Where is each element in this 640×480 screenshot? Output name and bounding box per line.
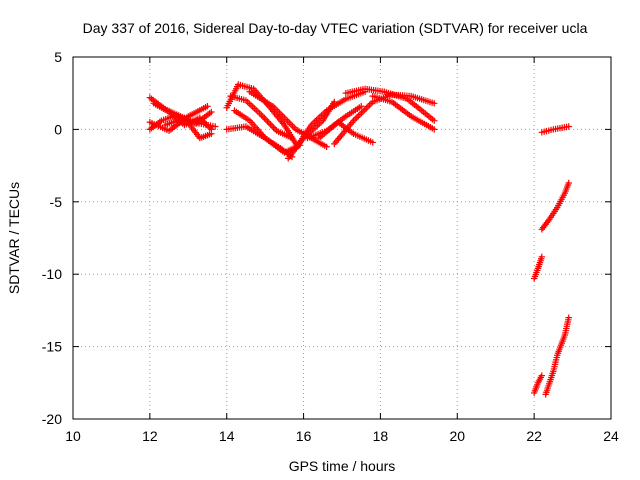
- axis-ticks: [73, 57, 611, 419]
- data-point: [355, 113, 361, 119]
- data-point: [362, 107, 368, 113]
- data-point: [267, 121, 273, 127]
- series-track-9: [231, 107, 303, 155]
- data-point: [357, 111, 363, 117]
- series-track-10: [247, 89, 330, 150]
- data-point: [264, 118, 270, 124]
- data-point: [365, 103, 371, 109]
- y-tick-label: -20: [42, 411, 62, 427]
- series-track-19: [539, 180, 572, 233]
- x-tick-labels: 10 12 14 16 18 20 22 24: [65, 428, 619, 444]
- y-tick-label: 0: [54, 121, 62, 137]
- data-point: [266, 120, 272, 126]
- data-point: [260, 113, 266, 119]
- data-point: [261, 115, 267, 121]
- y-tick-labels: 5 0 -5 -10 -15 -20: [42, 49, 62, 427]
- data-point: [354, 114, 360, 120]
- x-tick-label: 10: [65, 428, 81, 444]
- y-tick-label: -10: [42, 266, 62, 282]
- series-track-20: [531, 254, 545, 282]
- chart-title: Day 337 of 2016, Sidereal Day-to-day VTE…: [83, 20, 588, 36]
- x-tick-label: 12: [142, 428, 158, 444]
- series-track-21: [542, 314, 571, 397]
- series-track-22: [531, 372, 545, 396]
- data-point: [269, 123, 275, 129]
- y-tick-label: 5: [54, 49, 62, 65]
- x-tick-label: 18: [373, 428, 389, 444]
- chart-svg: Day 337 of 2016, Sidereal Day-to-day VTE…: [0, 0, 640, 480]
- series-track-18: [539, 123, 572, 135]
- x-axis-label: GPS time / hours: [289, 458, 396, 474]
- data-points: [147, 81, 572, 397]
- x-tick-label: 16: [296, 428, 312, 444]
- data-point: [270, 124, 276, 130]
- x-tick-label: 14: [219, 428, 235, 444]
- x-tick-label: 24: [603, 428, 619, 444]
- plot-frame: [73, 57, 611, 419]
- grid: [73, 57, 611, 419]
- y-tick-label: -5: [50, 194, 63, 210]
- y-tick-label: -15: [42, 339, 62, 355]
- data-point: [366, 102, 372, 108]
- y-axis-label: SDTVAR / TECUs: [6, 182, 22, 294]
- x-tick-label: 22: [526, 428, 542, 444]
- data-point: [352, 116, 358, 122]
- x-tick-label: 20: [449, 428, 465, 444]
- data-point: [263, 116, 269, 122]
- chart: Day 337 of 2016, Sidereal Day-to-day VTE…: [0, 0, 640, 480]
